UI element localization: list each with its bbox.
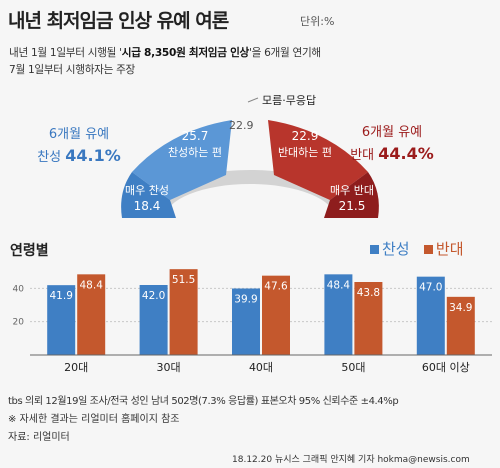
- reference-note: ※ 자세한 결과는 리얼미터 홈페이지 참조: [8, 414, 180, 425]
- oppose-summary-line2: 반대 44.4%: [342, 143, 442, 166]
- oppose-summary-line1: 6개월 유예: [361, 125, 423, 140]
- support-summary: 6개월 유예 찬성 44.1%: [34, 124, 124, 168]
- age-bar-chart-svg: 20 40 41.9 48.4 20대 42.0 51.5 30대 39.9 47.6 40대 48.…: [13, 269, 492, 374]
- subtitle-line1-post: '을 6개월 연기해: [248, 47, 321, 59]
- bar-support: [139, 285, 168, 355]
- bar-value-label: 41.9: [50, 290, 73, 302]
- lean-oppose-label: 반대하는 편: [278, 145, 332, 159]
- category-label: 40대: [249, 361, 273, 374]
- category-label: 20대: [64, 361, 88, 374]
- support-summary-pct: 44.1%: [65, 146, 121, 165]
- bar-value-label: 39.9: [234, 294, 257, 306]
- category-label: 60대 이상: [422, 361, 470, 374]
- lean-support-label: 찬성하는 편: [168, 145, 222, 159]
- bar-support: [416, 276, 445, 355]
- oppose-summary: 6개월 유예 반대 44.4%: [342, 122, 442, 166]
- legend-support-swatch: [370, 245, 379, 254]
- strong-oppose-label: 매우 반대: [330, 184, 374, 197]
- subtitle-highlight: 시급 8,350원 최저임금 인상: [121, 47, 250, 59]
- support-summary-line1: 6개월 유예: [48, 127, 110, 142]
- bar-value-label: 51.5: [172, 274, 195, 286]
- unit-label: 단위:%: [300, 15, 335, 28]
- bar-oppose: [446, 296, 475, 355]
- bar-oppose: [77, 274, 106, 355]
- legend-support: 찬성: [370, 240, 410, 258]
- chart-legend: 찬성 반대: [370, 238, 464, 259]
- age-bar-chart: 20 40 41.9 48.4 20대 42.0 51.5 30대 39.9 47.6 40대 48.…: [0, 255, 500, 389]
- subtitle-line1-pre: 내년 1월 1일부터 시행될 ': [9, 47, 122, 59]
- no-answer-value: 22.9: [229, 119, 254, 132]
- bar-value-label: 34.9: [449, 302, 472, 314]
- legend-oppose-label: 반대: [435, 240, 464, 258]
- bar-support: [232, 288, 260, 355]
- lean-oppose-value: 22.9: [292, 129, 319, 143]
- gauge-segment-lean-support: [132, 120, 232, 200]
- source-note: 자료: 리얼미터: [8, 432, 70, 443]
- oppose-summary-pct: 44.4%: [378, 144, 434, 163]
- subtitle: 내년 1월 1일부터 시행될 '시급 8,350원 최저임금 인상'을 6개월 …: [9, 45, 479, 79]
- y-tick-label: 40: [13, 284, 25, 294]
- bar-support: [324, 274, 353, 355]
- gauge-segment-strong-oppose: [324, 172, 379, 218]
- gauge-segment-lean-oppose: [268, 120, 368, 200]
- legend-support-label: 찬성: [382, 240, 410, 258]
- strong-support-label: 매우 찬성: [125, 183, 169, 197]
- bar-support: [47, 285, 76, 355]
- opinion-gauge: 25.7 찬성하는 편 매우 찬성 18.4 22.9 반대하는 편 매우 반대…: [121, 97, 379, 218]
- subtitle-line-1: 내년 1월 1일부터 시행될 '시급 8,350원 최저임금 인상'을 6개월 …: [9, 45, 479, 62]
- bar-value-label: 42.0: [142, 290, 165, 302]
- credit: 18.12.20 뉴시스 그래픽 안지혜 기자 hokma@newsis.com: [232, 455, 470, 465]
- no-answer-leader: [247, 97, 259, 103]
- no-answer-label: 모름·무응답: [262, 94, 317, 107]
- y-tick-label: 20: [13, 318, 25, 328]
- page-title: 내년 최저임금 인상 유예 여론: [8, 10, 229, 32]
- oppose-summary-word: 반대: [350, 148, 375, 163]
- strong-oppose-value: 21.5: [339, 199, 366, 213]
- support-summary-word: 찬성: [37, 150, 62, 165]
- bar-value-label: 48.4: [327, 279, 351, 291]
- bar-oppose: [354, 282, 383, 355]
- bar-value-label: 43.8: [357, 287, 380, 299]
- subtitle-line-2: 7월 1일부터 시행하자는 주장: [9, 64, 135, 76]
- bar-oppose: [262, 275, 290, 355]
- legend-oppose: 반대: [423, 240, 464, 258]
- lean-support-value: 25.7: [182, 129, 209, 143]
- survey-note: tbs 의뢰 12월19일 조사/전국 성인 남녀 502명(7.3% 응답률)…: [8, 396, 399, 407]
- strong-support-value: 18.4: [134, 199, 161, 213]
- bar-oppose: [169, 269, 198, 355]
- bar-value-label: 48.4: [80, 279, 104, 291]
- age-chart-title: 연령별: [10, 243, 49, 259]
- category-label: 30대: [157, 361, 181, 374]
- support-summary-line2: 찬성 44.1%: [34, 145, 124, 168]
- gauge-segment-strong-support: [121, 172, 176, 218]
- bar-value-label: 47.0: [419, 282, 442, 294]
- legend-oppose-swatch: [423, 245, 433, 254]
- bar-value-label: 47.6: [264, 281, 288, 293]
- category-label: 50대: [341, 361, 365, 374]
